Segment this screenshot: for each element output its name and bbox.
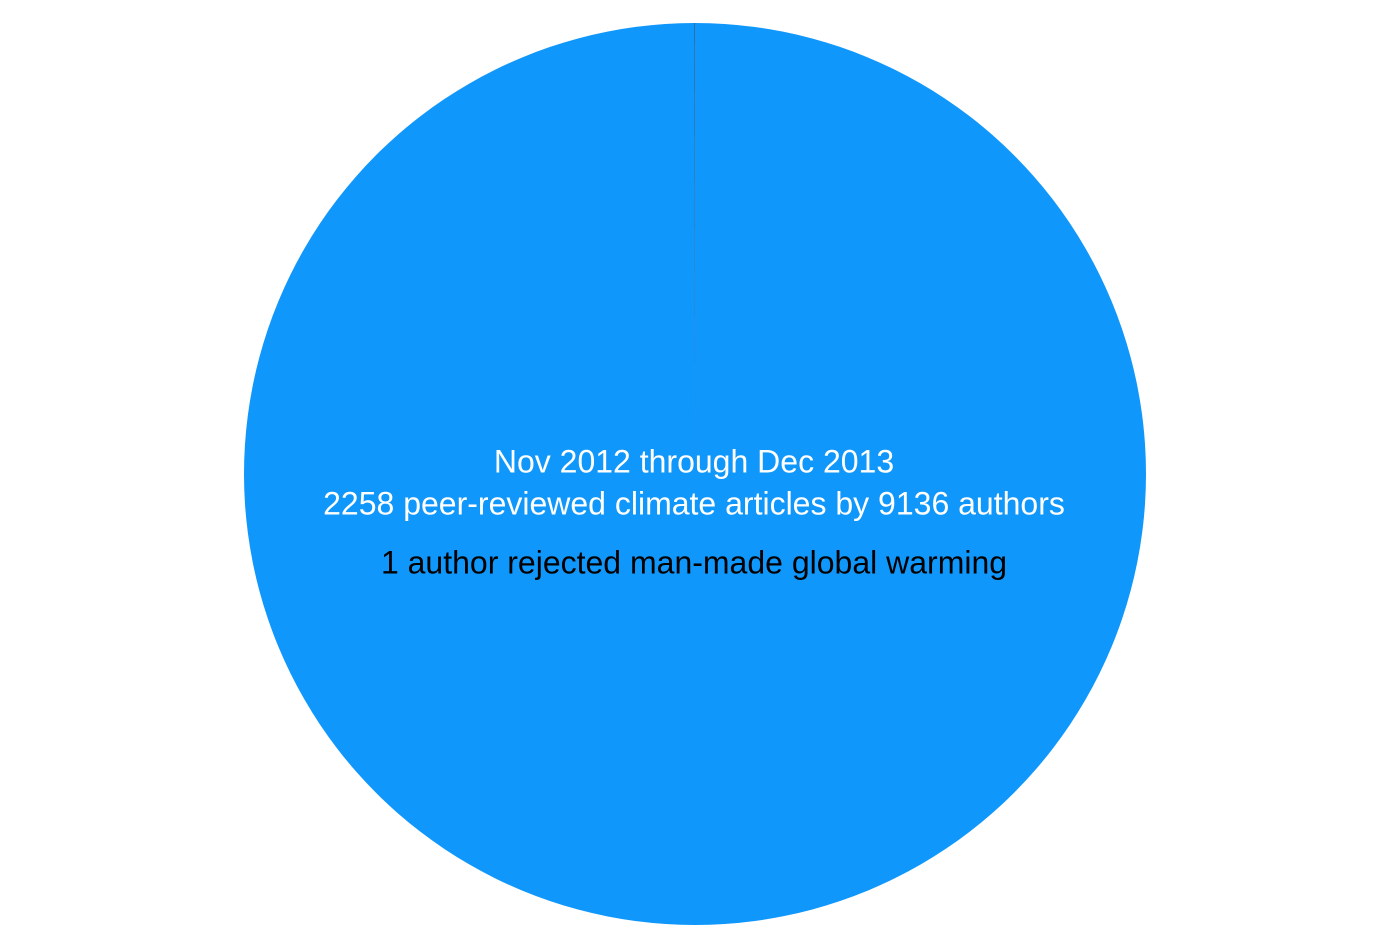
pie-slice <box>244 23 1147 925</box>
annotation: 1 author rejected man-made global warmin… <box>381 544 1007 580</box>
annotation: Nov 2012 through Dec 2013 <box>494 443 894 479</box>
pie <box>244 22 1147 925</box>
annotation: 2258 peer-reviewed climate articles by 9… <box>323 485 1065 521</box>
